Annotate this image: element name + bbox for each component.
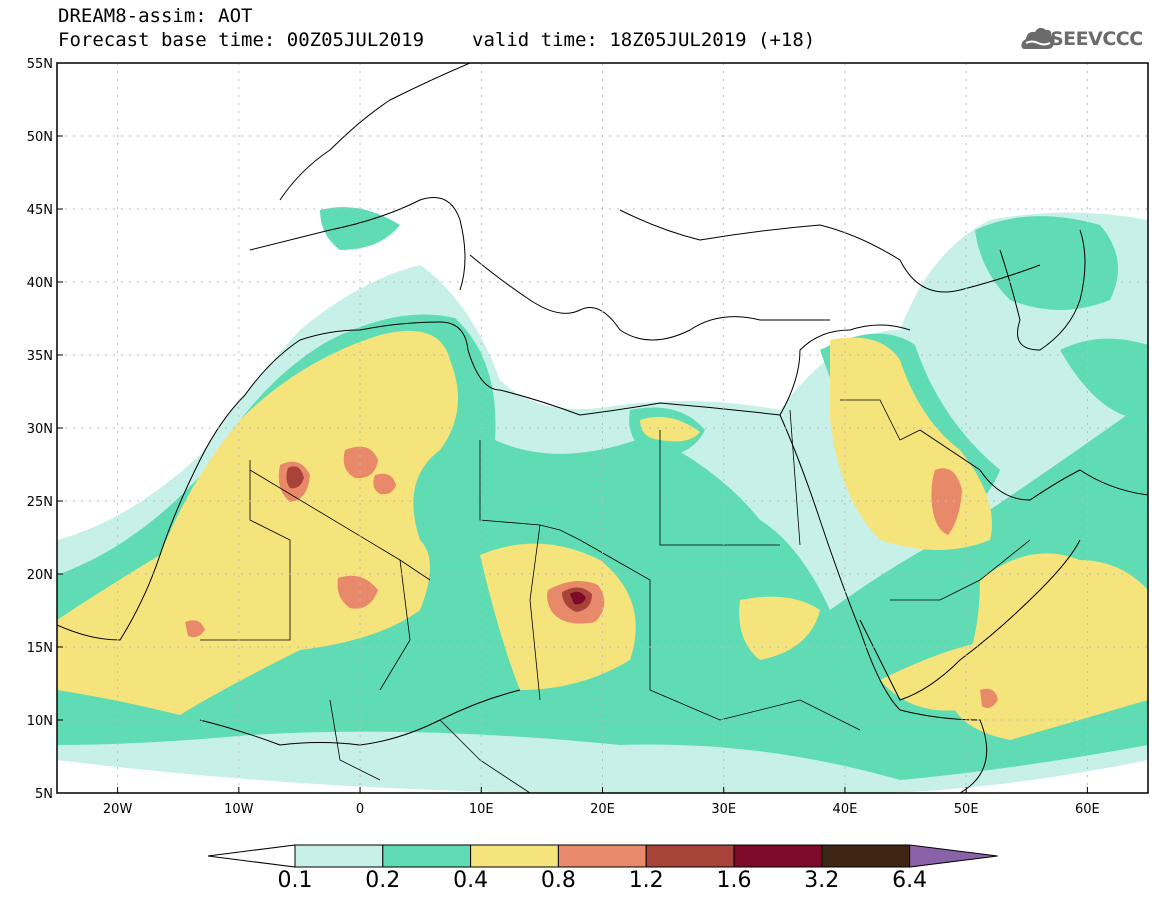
valid-time-label: valid time: 18Z05JUL2019 (+18) [472, 29, 816, 51]
base-time-label: Forecast base time: 00Z05JUL2019 [58, 29, 425, 51]
seevccc-logo: SEEVCCC [1050, 28, 1143, 50]
colorbar-level-label: 1.2 [628, 868, 664, 893]
lat-tick-label: 10N [27, 714, 53, 729]
lat-tick-label: 5N [35, 787, 53, 802]
country-borders [200, 399, 1031, 793]
aot-fields [57, 63, 1148, 793]
lon-tick-label: 10W [224, 802, 254, 817]
colorbar [207, 844, 998, 868]
lat-tick-label: 20N [27, 568, 53, 583]
lon-tick-label: 30E [711, 802, 736, 817]
cloud-icon [1021, 27, 1055, 49]
aot-0.4-field [57, 330, 1148, 740]
aot-0.8-field [185, 446, 998, 708]
lat-tick-label: 40N [27, 276, 53, 291]
lat-tick-label: 30N [27, 422, 53, 437]
lon-tick-label: 0 [356, 802, 364, 817]
colorbar-level-label: 0.8 [540, 868, 576, 893]
map-subtitle: Forecast base time: 00Z05JUL2019 valid ti… [58, 30, 815, 50]
colorbar-level-label: 6.4 [892, 868, 928, 893]
colorbar-level-label: 3.2 [804, 868, 840, 893]
colorbar-swatch [821, 844, 911, 868]
coastlines [57, 63, 1148, 793]
graticule [57, 62, 1148, 794]
colorbar-swatch [733, 844, 823, 868]
colorbar-level-label: 0.2 [365, 868, 401, 893]
lon-tick-label: 20W [103, 802, 133, 817]
lon-tick-label: 40E [833, 802, 858, 817]
aot-1.6-field [570, 591, 586, 605]
colorbar-level-label: 0.4 [453, 868, 489, 893]
colorbar-over-triangle [909, 844, 998, 868]
lat-tick-label: 15N [27, 641, 53, 656]
colorbar-swatch [294, 844, 384, 868]
lat-tick-label: 45N [27, 203, 53, 218]
colorbar-under-triangle [207, 844, 296, 868]
colorbar-swatch [645, 844, 735, 868]
lon-tick-label: 20E [590, 802, 615, 817]
colorbar-swatch [382, 844, 472, 868]
colorbar-level-label: 0.1 [277, 868, 313, 893]
colorbar-level-label: 1.6 [716, 868, 752, 893]
lat-tick-label: 25N [27, 495, 53, 510]
axis-ticks: 20W 10W 0 10E 20E 30E 40E 50E 60E 5N 10N 15N 20N 25N 3… [27, 57, 1100, 817]
map-title: DREAM8-assim: AOT [58, 5, 253, 27]
lat-tick-label: 35N [27, 349, 53, 364]
colorbar-swatch [557, 844, 647, 868]
lon-tick-label: 50E [954, 802, 979, 817]
colorbar-swatch [470, 844, 559, 868]
lon-tick-label: 60E [1075, 802, 1100, 817]
lat-tick-label: 55N [27, 57, 53, 72]
lon-tick-label: 10E [469, 802, 494, 817]
lat-tick-label: 50N [27, 130, 53, 145]
